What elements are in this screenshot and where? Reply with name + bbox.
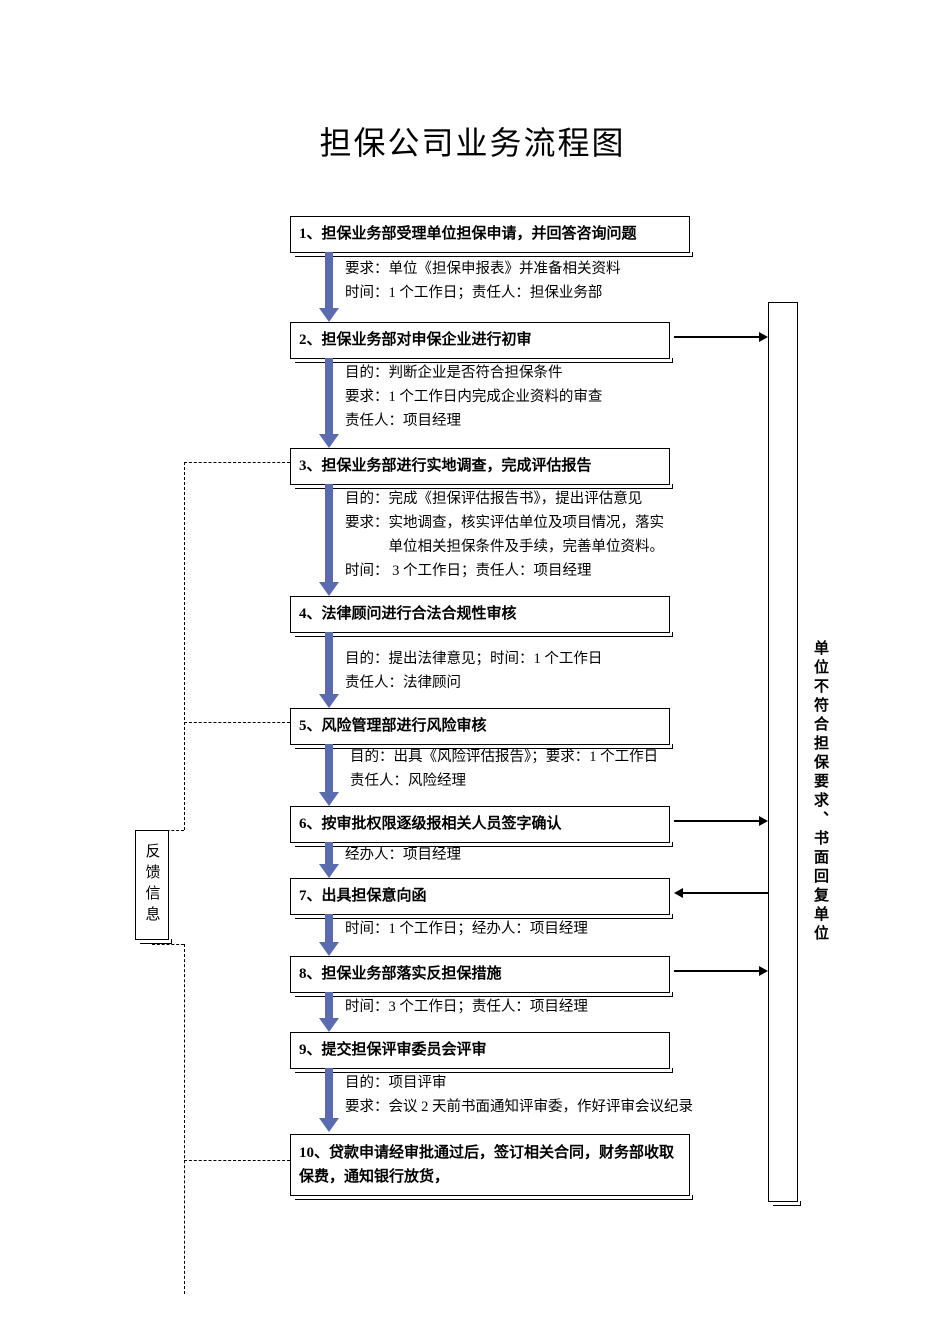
step-5-box: 5、风险管理部进行风险审核: [290, 708, 670, 745]
step-10-title: 贷款申请经审批通过后，签订相关合同，财务部收取保费，通知银行放货，: [299, 1145, 674, 1185]
step-4-box: 4、法律顾问进行合法合规性审核: [290, 596, 670, 633]
reject-box: [768, 302, 798, 1202]
step-8-title: 担保业务部落实反担保措施: [322, 966, 502, 982]
step-8-notes: 时间：3 个工作日；责任人：项目经理: [345, 996, 588, 1020]
step-2-num: 2、: [299, 332, 322, 348]
step-1-box: 1、担保业务部受理单位担保申请，并回答咨询问题: [290, 216, 690, 253]
step-6-box: 6、按审批权限逐级报相关人员签字确认: [290, 806, 670, 843]
step-10-num: 10、: [299, 1145, 329, 1161]
arrow-3-4: [325, 484, 333, 584]
arrow-step8-right: [674, 970, 760, 972]
step-7-notes: 时间：1 个工作日；经办人：项目经理: [345, 918, 588, 942]
step-5-num: 5、: [299, 718, 322, 734]
step-4-notes: 目的：提出法律意见；时间：1 个工作日 责任人：法律顾问: [345, 648, 602, 696]
step-3-notes: 目的：完成《担保评估报告书》，提出评估意见 要求：实地调查，核实评估单位及项目情…: [345, 488, 664, 584]
dash-to-step3: [184, 462, 290, 463]
step-4-num: 4、: [299, 606, 322, 622]
dash-feedback-bottom: [152, 944, 184, 945]
arrow-8-9: [325, 992, 333, 1020]
arrow-4-5: [325, 632, 333, 696]
step-4-title: 法律顾问进行合法合规性审核: [322, 606, 517, 622]
dash-left-lower: [184, 944, 185, 1294]
arrow-6-7: [325, 842, 333, 866]
dash-to-step5: [184, 722, 290, 723]
arrow-9-10: [325, 1068, 333, 1120]
dash-left-upper: [184, 462, 185, 830]
feedback-box: 反馈信息: [135, 830, 169, 940]
step-6-notes: 经办人：项目经理: [345, 844, 461, 868]
step-9-title: 提交担保评审委员会评审: [322, 1042, 487, 1058]
feedback-label: 反馈信息: [142, 843, 163, 927]
step-1-title: 担保业务部受理单位担保申请，并回答咨询问题: [322, 226, 637, 242]
step-1-num: 1、: [299, 226, 322, 242]
dash-feedback-top: [152, 830, 184, 831]
step-5-notes: 目的：出具《风险评估报告》；要求：1 个工作日 责任人：风险经理: [350, 746, 658, 794]
arrow-step2-right: [674, 336, 760, 338]
arrow-7-8: [325, 914, 333, 944]
step-3-box: 3、担保业务部进行实地调查，完成评估报告: [290, 448, 670, 485]
step-1-notes: 要求：单位《担保申报表》并准备相关资料 时间：1 个工作日；责任人：担保业务部: [345, 258, 621, 306]
step-2-box: 2、担保业务部对申保企业进行初审: [290, 322, 670, 359]
step-6-title: 按审批权限逐级报相关人员签字确认: [322, 816, 562, 832]
arrow-step6-right: [674, 820, 760, 822]
page-title: 担保公司业务流程图: [0, 118, 945, 164]
step-2-title: 担保业务部对申保企业进行初审: [322, 332, 532, 348]
arrow-1-2: [325, 252, 333, 310]
step-10-box: 10、贷款申请经审批通过后，签订相关合同，财务部收取保费，通知银行放货，: [290, 1134, 690, 1196]
step-8-box: 8、担保业务部落实反担保措施: [290, 956, 670, 993]
step-6-num: 6、: [299, 816, 322, 832]
step-9-notes: 目的：项目评审 要求：会议 2 天前书面通知评审委，作好评审会议纪录: [345, 1072, 693, 1120]
step-5-title: 风险管理部进行风险审核: [322, 718, 487, 734]
step-2-notes: 目的：判断企业是否符合担保条件 要求：1 个工作日内完成企业资料的审查 责任人：…: [345, 362, 602, 434]
step-3-num: 3、: [299, 458, 322, 474]
arrow-right-step7: [682, 892, 768, 894]
step-7-box: 7、出具担保意向函: [290, 878, 670, 915]
step-7-title: 出具担保意向函: [322, 888, 427, 904]
step-3-title: 担保业务部进行实地调查，完成评估报告: [322, 458, 592, 474]
dash-to-step10: [184, 1160, 290, 1161]
reject-label: 单位不符合担保要求、书面回复单位: [810, 640, 831, 944]
step-9-num: 9、: [299, 1042, 322, 1058]
step-7-num: 7、: [299, 888, 322, 904]
arrow-5-6: [325, 744, 333, 794]
step-9-box: 9、提交担保评审委员会评审: [290, 1032, 670, 1069]
step-8-num: 8、: [299, 966, 322, 982]
arrow-2-3: [325, 358, 333, 436]
